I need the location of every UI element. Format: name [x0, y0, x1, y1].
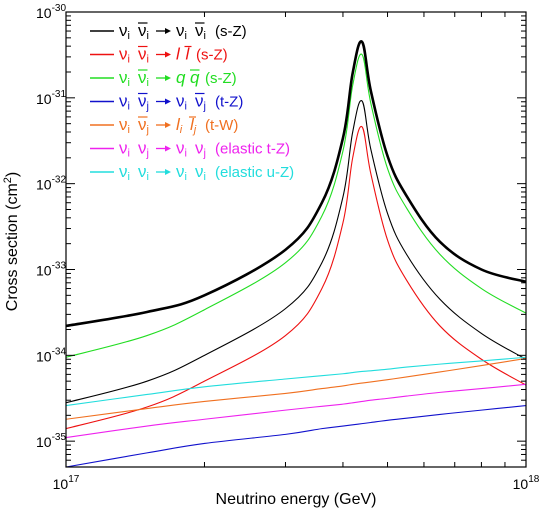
- legend-entry-1: νi νi l l (s-Z): [90, 45, 228, 66]
- y-tick-label: 10-34: [36, 346, 66, 364]
- legend-entry-5: νi νj νi νj (elastic t-Z): [90, 139, 290, 160]
- x-tick-label: 1018: [513, 474, 540, 492]
- legend-particle: lj: [190, 115, 197, 136]
- series-line-3: [66, 40, 526, 328]
- legend-particle: li: [176, 115, 183, 136]
- legend-entry-6: νi νi νi νi (elastic u-Z): [90, 162, 294, 183]
- arrow-icon: [165, 75, 171, 81]
- series-line-0: [66, 100, 526, 404]
- arrow-icon: [165, 169, 171, 175]
- arrow-icon: [165, 51, 171, 58]
- legend-entry-2: νi νi q q (s-Z): [90, 68, 237, 89]
- legend-suffix: (t-Z): [215, 94, 243, 111]
- legend: νi νi νi νi (s-Z)νi νi l l (s-Z)νi νi q q (s-Z)νi νj ν…: [90, 21, 294, 183]
- legend-particle: νi: [138, 162, 149, 183]
- legend-particle: νj: [138, 115, 149, 136]
- series-line-7: [66, 356, 526, 407]
- legend-entry-0: νi νi νi νi (s-Z): [90, 21, 247, 42]
- series-line-5: [66, 357, 526, 420]
- legend-particle: νi: [176, 92, 187, 113]
- x-tick-label: 1017: [53, 474, 80, 492]
- legend-particle: l: [176, 45, 181, 64]
- legend-particle: l: [186, 45, 191, 64]
- legend-particle: νj: [195, 139, 206, 160]
- legend-particle: νi: [119, 45, 130, 66]
- arrow-icon: [165, 145, 171, 152]
- legend-particle: νi: [176, 162, 187, 183]
- y-tick-label: 10-30: [36, 3, 66, 21]
- legend-suffix: (t-W): [205, 117, 238, 134]
- legend-particle: νi: [138, 45, 149, 66]
- legend-entry-3: νi νj νi νj (t-Z): [90, 92, 243, 113]
- legend-particle: νi: [119, 68, 130, 89]
- legend-particle: νj: [138, 92, 149, 113]
- x-axis-label: Neutrino energy (GeV): [216, 491, 377, 508]
- series-line-1: [66, 126, 526, 430]
- legend-particle: νi: [119, 139, 130, 160]
- arrow-icon: [165, 28, 171, 34]
- legend-particle: νj: [195, 92, 206, 113]
- series-layer: [66, 40, 526, 467]
- legend-particle: νi: [119, 115, 130, 136]
- legend-particle: νj: [138, 139, 149, 160]
- legend-suffix: (elastic u-Z): [215, 164, 294, 181]
- arrow-icon: [165, 122, 171, 128]
- ticks-layer: 10-35 10-34 10-33 10-32 10-31 10-30 1017 1018: [36, 3, 540, 492]
- arrow-icon: [165, 98, 171, 105]
- legend-entry-4: νi νj li lj (t-W): [90, 115, 238, 136]
- legend-particle: νi: [176, 139, 187, 160]
- legend-particle: νi: [119, 21, 130, 42]
- legend-suffix: (s-Z): [196, 47, 228, 64]
- y-tick-label: 10-31: [36, 89, 66, 107]
- y-tick-label: 10-32: [36, 175, 66, 193]
- legend-suffix: (elastic t-Z): [215, 141, 290, 158]
- legend-particle: νi: [195, 162, 206, 183]
- legend-particle: q: [176, 68, 186, 87]
- y-axis-label: Cross section (cm2): [2, 172, 21, 311]
- legend-particle: q: [190, 68, 200, 87]
- legend-suffix: (s-Z): [215, 23, 247, 40]
- legend-suffix: (s-Z): [205, 70, 237, 87]
- plot-frame: [65, 11, 527, 468]
- legend-particle: νi: [138, 68, 149, 89]
- series-line-4: [66, 404, 526, 467]
- legend-particle: νi: [119, 92, 130, 113]
- y-tick-label: 10-35: [36, 432, 66, 450]
- series-line-6: [66, 383, 526, 439]
- legend-particle: νi: [119, 162, 130, 183]
- legend-particle: νi: [138, 21, 149, 42]
- legend-particle: νi: [176, 21, 187, 42]
- y-tick-label: 10-33: [36, 260, 66, 278]
- legend-particle: νi: [195, 21, 206, 42]
- series-line-2: [66, 53, 526, 358]
